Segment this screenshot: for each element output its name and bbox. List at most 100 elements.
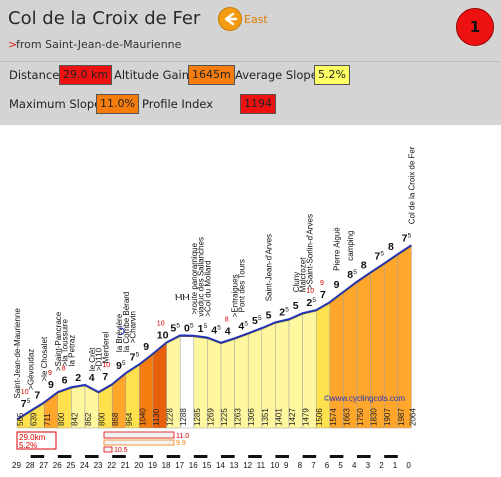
profile-index-label: Profile Index bbox=[142, 97, 214, 111]
stats-row-secondary: Maximum Slope 11.0% Profile Index 1194 bbox=[0, 91, 501, 117]
totals-distance-label: 29.0km bbox=[19, 433, 46, 442]
altitude-tick-label: 1228 bbox=[166, 408, 175, 426]
direction-arrow-icon[interactable] bbox=[218, 7, 242, 31]
max-slope-value: 11.0% bbox=[96, 94, 139, 114]
slope-value-label: 8 bbox=[361, 259, 367, 271]
km-tick-label: 4 bbox=[352, 461, 357, 470]
place-name-label: viaduc des Sallanches bbox=[197, 237, 206, 317]
credit-label: ©www.cyclingcols.com bbox=[324, 394, 405, 403]
altitude-tick-label: 1225 bbox=[220, 408, 229, 426]
slope-value-label: 9 bbox=[48, 379, 54, 391]
profile-segment bbox=[370, 264, 385, 429]
km-tick-label: 7 bbox=[311, 461, 316, 470]
place-name-label: Merderel bbox=[101, 331, 110, 363]
km-tick-label: 22 bbox=[107, 461, 116, 470]
header-panel: Col de la Croix de Fer East > from Saint… bbox=[0, 0, 501, 125]
km-axis-stripe bbox=[234, 455, 249, 458]
km-axis-stripe bbox=[343, 455, 357, 458]
slope-value-label: 8 bbox=[347, 269, 353, 281]
altitude-tick-label: 1574 bbox=[329, 408, 338, 426]
max-slope-bar-bottom bbox=[103, 446, 113, 453]
slope-value-label: 10 bbox=[157, 329, 169, 341]
km-axis-stripe bbox=[207, 455, 221, 458]
altitude-gain-value: 1645m bbox=[188, 65, 235, 85]
km-tick-label: 16 bbox=[189, 461, 198, 470]
curve-icon: Ↄ bbox=[118, 327, 125, 338]
km-tick-label: 5 bbox=[338, 461, 343, 470]
km-tick-label: 17 bbox=[175, 461, 184, 470]
altitude-tick-label: 1288 bbox=[179, 408, 188, 426]
place-name-label: Saint-Jean-de-Maurienne bbox=[13, 308, 22, 399]
km-axis-stripe bbox=[153, 455, 167, 458]
place-name-label: Pont des Tours bbox=[237, 259, 246, 312]
distance-label: Distance bbox=[9, 68, 60, 82]
max-slope-marker: 8 bbox=[62, 365, 66, 372]
average-slope-label: Average Slope bbox=[235, 68, 318, 82]
km-axis-stripe bbox=[261, 455, 276, 458]
place-name-label: >Gévoudaz bbox=[27, 349, 36, 390]
km-tick-label: 23 bbox=[94, 461, 103, 470]
km-axis-stripe bbox=[125, 455, 140, 458]
direction-label[interactable]: East bbox=[244, 13, 268, 26]
altitude-tick-label: 862 bbox=[84, 412, 93, 426]
altitude-tick-label: 1263 bbox=[234, 408, 243, 426]
stats-row-primary: Distance 29.0 km Altitude Gain 1645m Ave… bbox=[0, 61, 501, 88]
altitude-tick-label: 964 bbox=[125, 412, 134, 426]
place-name-label: >route panoramique bbox=[190, 242, 199, 314]
km-tick-label: 24 bbox=[80, 461, 89, 470]
slope-value-label: 4 bbox=[225, 325, 231, 337]
max-slope-bar-bottom-label: 10.5 bbox=[114, 447, 128, 454]
place-name-label: >D110 bbox=[95, 347, 104, 371]
profile-segment bbox=[343, 282, 358, 429]
totals-box bbox=[16, 431, 57, 450]
profile-top-line bbox=[16, 244, 412, 421]
slope-decimal-label: 5 bbox=[190, 322, 194, 329]
km-tick-label: 2 bbox=[379, 461, 384, 470]
route-start-subtitle[interactable]: from Saint-Jean-de-Maurienne bbox=[16, 38, 182, 51]
place-name-label: la Petraz bbox=[67, 335, 76, 367]
slope-value-label: 9 bbox=[116, 360, 122, 372]
km-axis-stripe bbox=[370, 455, 385, 458]
altitude-tick-label: 711 bbox=[43, 413, 52, 426]
profile-segment bbox=[356, 272, 371, 429]
km-axis-stripe bbox=[98, 455, 113, 458]
slope-value-label: 7 bbox=[320, 289, 326, 301]
slope-decimal-label: 5 bbox=[176, 322, 180, 329]
altitude-tick-label: 1285 bbox=[193, 408, 202, 426]
slope-decimal-label: 5 bbox=[285, 306, 289, 313]
altitude-tick-label: 1040 bbox=[138, 408, 147, 426]
km-axis-stripe bbox=[71, 455, 85, 458]
slope-value-label: 2 bbox=[75, 372, 81, 384]
slope-value-label: 9 bbox=[334, 279, 340, 291]
place-name-label: >Entraigues bbox=[231, 274, 240, 317]
max-slope-marker: 9 bbox=[48, 370, 52, 377]
km-axis-stripe bbox=[316, 455, 330, 458]
km-tick-label: 14 bbox=[216, 461, 225, 470]
place-name-label: >Saint-Pancrace bbox=[54, 311, 63, 371]
slope-decimal-label: 5 bbox=[312, 297, 316, 304]
slope-decimal-label: 5 bbox=[122, 360, 126, 367]
altitude-tick-label: 842 bbox=[70, 412, 79, 426]
place-name-label: Col de la Croix de Fer bbox=[407, 146, 416, 224]
slope-value-label: 2 bbox=[279, 306, 285, 318]
slope-value-label: 4 bbox=[238, 320, 244, 332]
km-tick-label: 28 bbox=[26, 461, 35, 470]
totals-slope-label: 5.2% bbox=[19, 441, 37, 450]
altitude-tick-label: 1506 bbox=[315, 408, 324, 426]
place-name-label: >la Toussuire bbox=[61, 318, 70, 366]
slope-decimal-label: 5 bbox=[244, 320, 248, 327]
km-tick-label: 6 bbox=[325, 461, 330, 470]
place-name-label: la Brévière bbox=[115, 313, 124, 352]
altitude-tick-label: 1351 bbox=[261, 408, 270, 426]
place-name-label: camping bbox=[346, 231, 355, 261]
place-name-label: Saint-Jean-d'Arves bbox=[265, 234, 274, 301]
hairpin-icon: ⲘⲘ bbox=[175, 292, 190, 302]
max-slope-bar-mid-label: 9.9 bbox=[176, 440, 186, 447]
max-slope-marker: 10 bbox=[102, 362, 110, 369]
km-tick-label: 13 bbox=[230, 461, 239, 470]
subtitle-marker: > bbox=[8, 38, 18, 51]
km-tick-label: 0 bbox=[406, 461, 411, 470]
km-tick-label: 3 bbox=[366, 461, 371, 470]
slope-value-label: 7 bbox=[21, 398, 27, 410]
